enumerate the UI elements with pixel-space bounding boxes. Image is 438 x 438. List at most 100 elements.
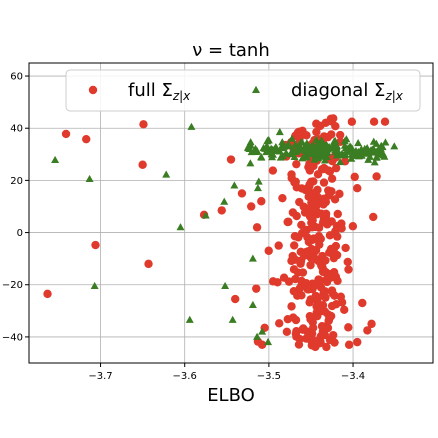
- legend-marker-full: [88, 85, 98, 95]
- diagonal-point: [337, 149, 346, 157]
- diagonal-point: [85, 174, 94, 183]
- legend: full Σz|x diagonal Σz|x: [65, 69, 421, 112]
- full-point: [311, 281, 320, 290]
- diagonal-point: [262, 142, 271, 150]
- x-tick-label: −3.5: [257, 371, 281, 382]
- diagonal-point: [381, 138, 390, 146]
- full-point: [302, 131, 311, 140]
- full-point: [252, 284, 261, 293]
- full-point: [369, 117, 379, 126]
- full-point: [353, 184, 362, 193]
- full-point: [257, 197, 266, 206]
- diagonal-point: [372, 153, 381, 161]
- full-point: [314, 231, 324, 241]
- diagonal-point: [315, 149, 324, 157]
- full-point: [353, 337, 362, 347]
- full-point: [331, 163, 341, 173]
- diagonal-point: [254, 177, 263, 185]
- diagonal-point: [282, 149, 291, 157]
- full-point: [333, 232, 342, 241]
- full-point: [343, 257, 352, 267]
- diagonal-point: [305, 144, 314, 153]
- full-point: [327, 301, 337, 311]
- full-point: [308, 335, 318, 344]
- full-point: [380, 117, 390, 126]
- diagonal-point: [90, 281, 99, 289]
- full-point: [347, 117, 357, 126]
- full-point: [305, 298, 314, 307]
- full-point: [299, 324, 308, 333]
- x-tick-label: −3.6: [173, 371, 197, 382]
- full-point: [91, 240, 100, 250]
- full-point: [367, 319, 376, 329]
- full-point: [275, 319, 284, 328]
- full-point: [284, 217, 293, 227]
- full-point: [315, 240, 324, 249]
- full-point: [287, 302, 296, 311]
- full-point: [320, 213, 330, 223]
- diagonal-point: [376, 144, 385, 153]
- full-point: [319, 178, 329, 187]
- full-point: [324, 166, 333, 175]
- diagonal-point: [253, 184, 262, 192]
- full-point: [282, 327, 292, 337]
- y-tick-label: −20: [2, 280, 23, 291]
- full-point: [297, 276, 306, 286]
- full-point: [333, 209, 342, 219]
- full-point: [311, 342, 320, 352]
- x-tick-label: −3.7: [88, 371, 112, 382]
- y-tick-label: 0: [17, 228, 23, 239]
- plot-frame: [28, 62, 434, 364]
- full-point: [292, 159, 301, 169]
- diagonal-point: [185, 315, 194, 323]
- diagonal-point: [370, 158, 379, 166]
- full-point: [313, 193, 323, 202]
- diagonal-point: [280, 142, 289, 150]
- full-point: [327, 174, 337, 183]
- full-point: [350, 172, 359, 182]
- diagonal-point: [311, 154, 320, 162]
- full-point: [358, 298, 367, 308]
- full-point: [226, 155, 236, 164]
- full-point: [295, 284, 304, 293]
- full-point: [257, 340, 267, 349]
- diagonal-point: [246, 159, 255, 167]
- diagonal-point: [252, 145, 261, 153]
- full-point: [288, 208, 298, 217]
- full-point: [320, 307, 330, 316]
- diagonal-point: [287, 134, 296, 142]
- diagonal-point: [258, 327, 267, 335]
- diagonal-point: [285, 142, 294, 150]
- full-point: [313, 170, 323, 179]
- full-point: [82, 134, 91, 144]
- diagonal-point: [300, 152, 309, 161]
- full-point: [292, 183, 301, 192]
- full-point: [327, 217, 336, 226]
- full-point: [303, 285, 312, 294]
- diagonal-point: [187, 122, 196, 130]
- full-point: [289, 265, 299, 274]
- full-point: [369, 212, 378, 222]
- full-point: [323, 132, 333, 142]
- diagonal-point: [347, 154, 356, 162]
- y-tick-label: 60: [10, 72, 23, 83]
- full-point: [252, 223, 262, 232]
- full-point: [293, 291, 302, 300]
- y-tick-label: 20: [10, 176, 23, 187]
- diagonal-point: [230, 181, 239, 189]
- diagonal-point: [363, 147, 372, 155]
- full-point: [296, 247, 305, 257]
- diagonal-point: [220, 197, 229, 205]
- diagonal-point: [310, 144, 319, 152]
- diagonal-point: [310, 148, 319, 156]
- diagonal-point: [246, 138, 255, 146]
- full-point: [311, 291, 320, 301]
- full-point: [335, 130, 345, 140]
- full-point: [330, 195, 340, 204]
- diagonal-point: [372, 139, 381, 147]
- full-point: [290, 232, 300, 241]
- full-point: [278, 193, 287, 203]
- diagonal-point: [320, 156, 329, 164]
- full-point: [264, 246, 273, 255]
